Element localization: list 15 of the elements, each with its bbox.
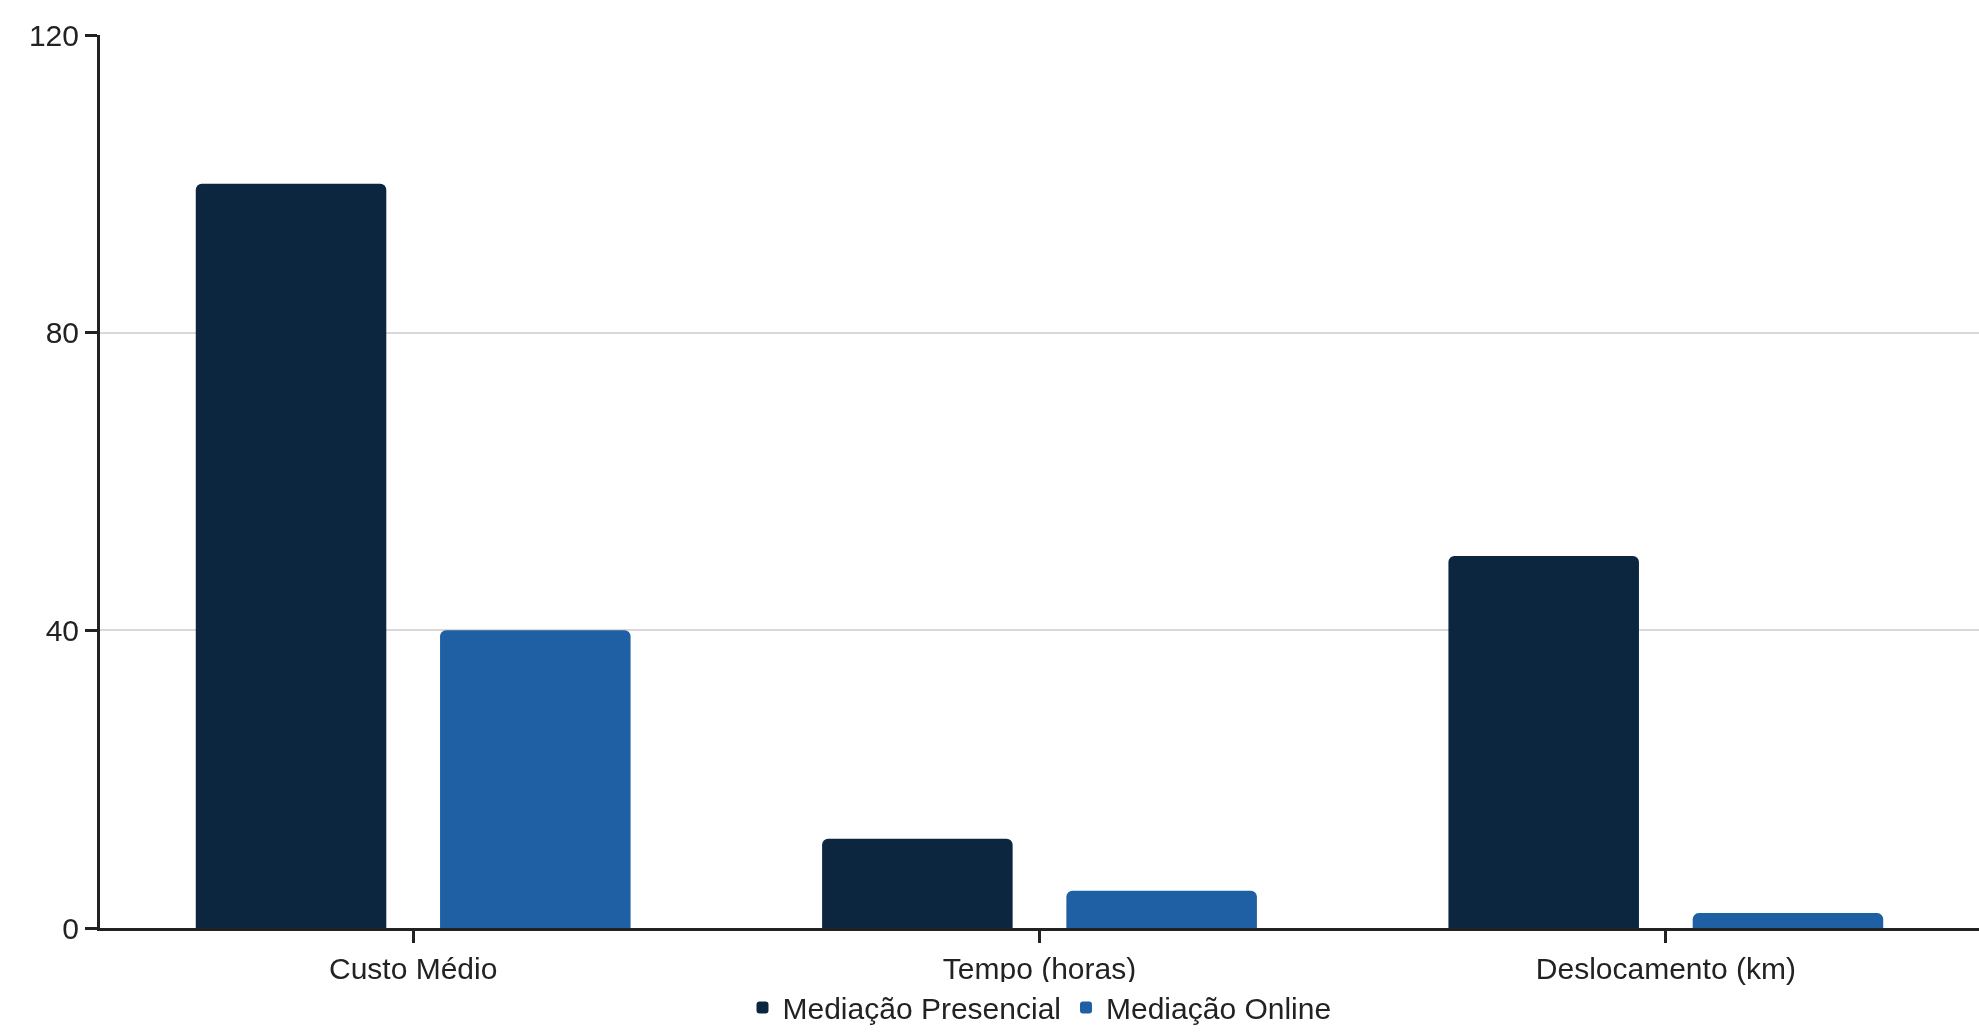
bar — [1692, 913, 1884, 928]
legend-label: Mediação Online — [1105, 992, 1332, 1026]
bar — [1066, 890, 1257, 928]
bar — [440, 630, 631, 928]
bar — [1448, 555, 1639, 928]
y-tick-label: 120 — [28, 18, 79, 52]
y-tick-label: 0 — [62, 911, 79, 945]
x-tick-label: Tempo (horas) — [942, 952, 1137, 985]
x-tick-label: Deslocamento (km) — [1535, 952, 1796, 985]
y-tick-label: 80 — [45, 316, 79, 350]
bar — [822, 838, 1013, 928]
bar — [195, 183, 387, 928]
y-tick-label: 40 — [45, 613, 79, 647]
legend-label: Mediação Presencial — [782, 992, 1061, 1026]
x-tick-label: Custo Médio — [328, 952, 498, 985]
